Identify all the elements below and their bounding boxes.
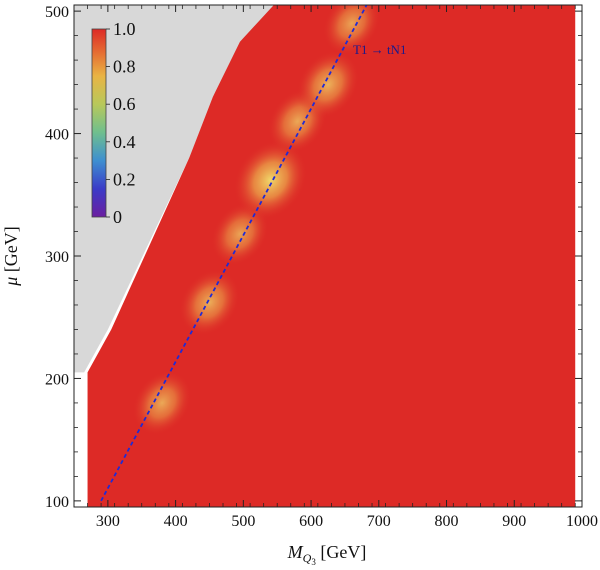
- low-value-spot: [179, 269, 240, 336]
- threshold-line: [100, 5, 368, 502]
- y-tick-label: 100: [45, 494, 69, 511]
- low-value-spot: [233, 140, 308, 220]
- x-tick-label: 900: [502, 513, 526, 530]
- y-tick-label: 500: [45, 4, 69, 21]
- y-axis-label-symbol: μ: [1, 277, 21, 287]
- x-tick-label: 700: [367, 513, 391, 530]
- threshold-line-label: T1 → tN1: [353, 42, 406, 57]
- y-axis-label: μ [GeV]: [1, 226, 21, 287]
- colorbar-tick-label: 0.6: [113, 94, 136, 114]
- x-tick-label: 1000: [566, 513, 598, 530]
- colorbar-tick-label: 1.0: [113, 19, 136, 39]
- data-region: [87, 5, 576, 507]
- x-tick-label: 500: [231, 513, 255, 530]
- x-tick-label: 300: [96, 513, 120, 530]
- low-value-spot: [132, 370, 192, 436]
- excluded-region: [74, 5, 274, 373]
- y-axis-label-unit: [GeV]: [1, 226, 21, 276]
- x-tick-label: 600: [299, 513, 323, 530]
- x-tick-label: 400: [164, 513, 188, 530]
- x-axis-label: MQ3 [GeV]: [287, 542, 367, 567]
- colorbar-tick-label: 0.2: [113, 169, 136, 189]
- low-value-spot: [296, 50, 360, 119]
- colorbar-tick-label: 0: [113, 207, 122, 227]
- x-tick-label: 800: [435, 513, 459, 530]
- colorbar-tick-label: 0.4: [113, 132, 136, 152]
- y-tick-label: 400: [45, 127, 69, 144]
- x-axis-label-unit: [GeV]: [316, 542, 366, 562]
- x-axis-label-subsub: 3: [311, 557, 316, 567]
- x-axis-label-sub: Q: [303, 551, 312, 565]
- y-tick-label: 300: [45, 249, 69, 266]
- colorbar-tick-label: 0.8: [113, 57, 136, 77]
- colorbar: 0 0.2 0.4 0.6 0.8 1.0: [91, 19, 136, 227]
- colorbar-gradient: [91, 28, 107, 218]
- x-axis-label-main: M: [287, 542, 304, 562]
- y-tick-label: 200: [45, 371, 69, 388]
